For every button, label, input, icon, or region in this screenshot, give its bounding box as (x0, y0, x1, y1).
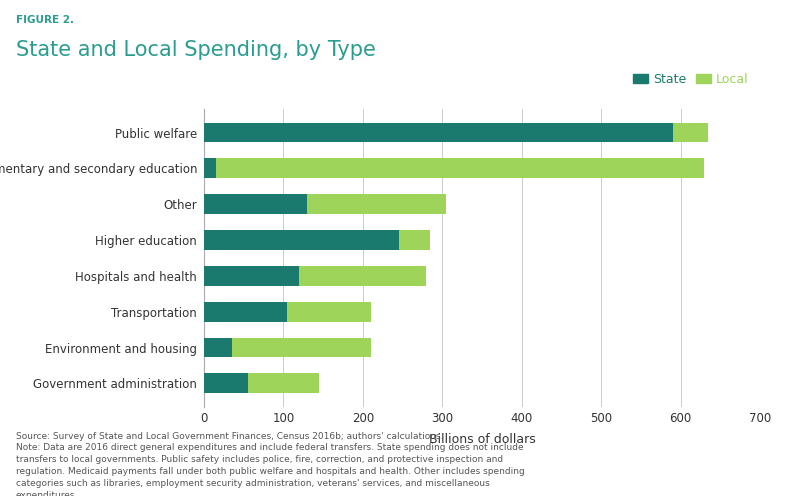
Bar (216, 159, 704, 178)
Bar (673, 123, 708, 142)
Bar (204, 230, 398, 250)
Text: FIGURE 2.: FIGURE 2. (16, 15, 74, 25)
Bar (204, 123, 673, 142)
Text: State and Local Spending, by Type: State and Local Spending, by Type (16, 40, 376, 60)
Bar (204, 266, 299, 286)
Bar (204, 302, 287, 321)
Bar (204, 159, 216, 178)
Text: Source: Survey of State and Local Government Finances, Census 2016b; authors' ca: Source: Survey of State and Local Govern… (16, 432, 525, 496)
Bar (287, 302, 370, 321)
Bar (204, 338, 232, 357)
Bar (204, 373, 248, 393)
Bar (299, 266, 426, 286)
Bar (398, 230, 430, 250)
Bar (248, 373, 319, 393)
X-axis label: Billions of dollars: Billions of dollars (429, 433, 535, 446)
Legend: State, Local: State, Local (628, 68, 754, 91)
Bar (232, 338, 371, 357)
Bar (307, 194, 446, 214)
Bar (204, 194, 307, 214)
